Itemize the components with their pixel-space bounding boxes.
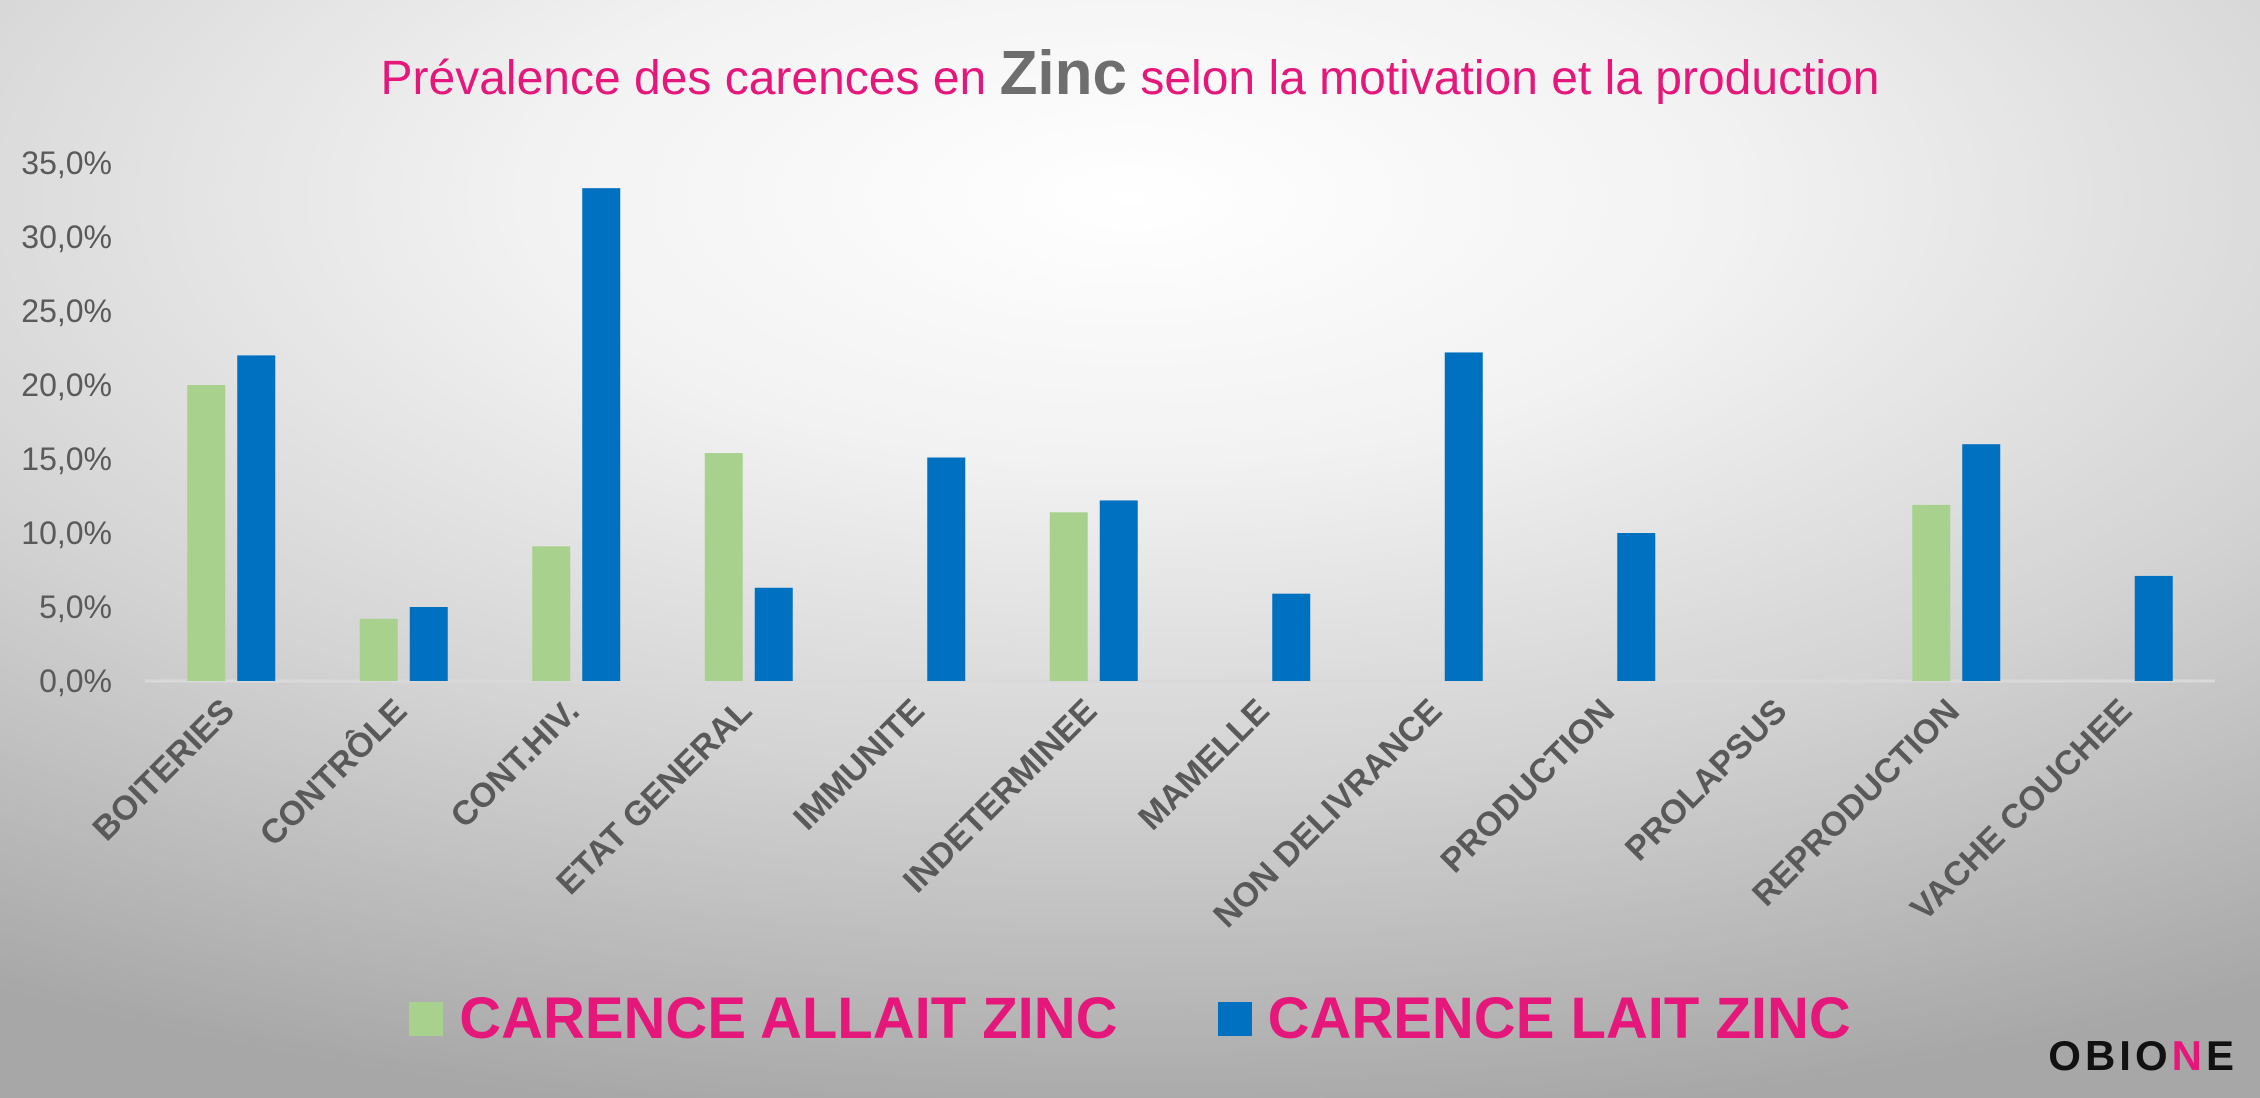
bar-lait bbox=[927, 457, 966, 681]
y-tick-label: 0,0% bbox=[39, 663, 112, 699]
bar-lait bbox=[1617, 533, 1656, 681]
title-highlight: Zinc bbox=[999, 39, 1128, 108]
x-category-label: IMMUNITE bbox=[786, 692, 932, 838]
bar-lait bbox=[1962, 444, 2001, 681]
logo-text-start: OBIO bbox=[2048, 1032, 2172, 1079]
bar-allait bbox=[359, 618, 398, 681]
plot-area: 0,0% 5,0% 10,0% 15,0% 20,0% 25,0% 30,0% 35,0% BO… bbox=[21, 145, 2215, 935]
legend-label-allait: CARENCE ALLAIT ZINC bbox=[459, 986, 1118, 1051]
legend: CARENCE ALLAIT ZINC CARENCE LAIT ZINC bbox=[0, 985, 2260, 1052]
y-tick-label: 35,0% bbox=[21, 145, 112, 181]
x-category-label: BOITERIES bbox=[85, 692, 241, 848]
x-category-label: CONT.HIV. bbox=[443, 692, 587, 836]
x-category-label: CONTRÔLE bbox=[252, 691, 414, 853]
title-text-after: selon la motivation et la production bbox=[1127, 52, 1880, 105]
legend-label-lait: CARENCE LAIT ZINC bbox=[1267, 986, 1851, 1051]
title-text-before: Prévalence des carences en bbox=[380, 52, 1000, 105]
legend-item-allait: CARENCE ALLAIT ZINC bbox=[409, 985, 1118, 1052]
bar-lait bbox=[582, 188, 621, 681]
x-category-label: MAMELLE bbox=[1131, 692, 1277, 838]
bar-lait bbox=[1099, 500, 1138, 681]
logo-text-end: E bbox=[2205, 1032, 2238, 1079]
bar-allait bbox=[704, 453, 743, 681]
y-tick-label: 10,0% bbox=[21, 515, 112, 551]
y-tick-label: 20,0% bbox=[21, 367, 112, 403]
y-tick-label: 5,0% bbox=[39, 589, 112, 625]
y-tick-label: 25,0% bbox=[21, 293, 112, 329]
bar-allait bbox=[187, 385, 226, 681]
bar-allait bbox=[1049, 512, 1088, 681]
bar-allait bbox=[532, 546, 571, 681]
logo-accent: N bbox=[2171, 1032, 2206, 1079]
bar-allait bbox=[1912, 504, 1951, 681]
bar-lait bbox=[1272, 593, 1311, 681]
x-category-label: PROLAPSUS bbox=[1618, 692, 1794, 868]
legend-item-lait: CARENCE LAIT ZINC bbox=[1217, 985, 1851, 1052]
x-category-label: PRODUCTION bbox=[1433, 692, 1621, 880]
y-tick-label: 30,0% bbox=[21, 219, 112, 255]
bar-lait bbox=[237, 355, 276, 681]
brand-logo: OBIONE bbox=[2048, 1032, 2238, 1080]
bar-lait bbox=[1444, 352, 1483, 681]
chart-title: Prévalence des carences en Zinc selon la… bbox=[0, 38, 2260, 109]
legend-swatch-lait bbox=[1217, 1001, 1252, 1036]
y-tick-label: 15,0% bbox=[21, 441, 112, 477]
bar-lait bbox=[2134, 575, 2173, 681]
bar-lait bbox=[409, 607, 448, 681]
bar-lait bbox=[754, 587, 793, 681]
legend-swatch-allait bbox=[409, 1001, 444, 1036]
